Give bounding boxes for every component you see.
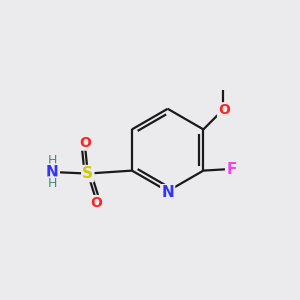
Text: N: N — [46, 165, 59, 180]
Text: N: N — [161, 185, 174, 200]
Text: O: O — [79, 136, 91, 150]
Text: F: F — [226, 162, 236, 177]
Text: H: H — [48, 177, 57, 190]
Text: S: S — [82, 166, 93, 181]
Text: O: O — [218, 103, 230, 117]
Text: H: H — [48, 154, 57, 167]
Text: O: O — [91, 196, 103, 210]
